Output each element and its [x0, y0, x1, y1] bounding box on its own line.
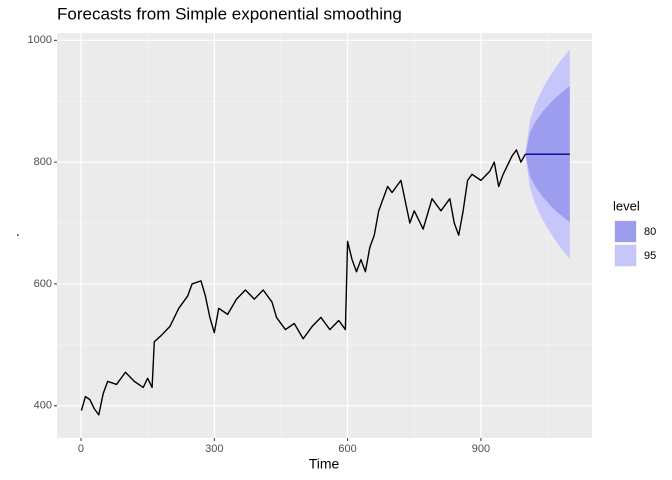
- panel: [57, 33, 592, 438]
- x-tick-label: 0: [78, 443, 84, 455]
- legend-label: 95: [644, 250, 656, 262]
- marks: [80, 49, 570, 416]
- series-line: [80, 149, 526, 416]
- legend-swatch: [615, 221, 636, 242]
- y-tick-label: 800: [34, 156, 52, 168]
- legend-label: 80: [644, 226, 656, 238]
- x-tick-label: 900: [472, 443, 490, 455]
- y-tick-label: 600: [34, 278, 52, 290]
- x-tick-label: 600: [338, 443, 356, 455]
- legend-swatch: [615, 245, 636, 266]
- y-tick-label: 400: [34, 400, 52, 412]
- legend-title: level: [613, 198, 640, 213]
- y-axis-label: .: [6, 233, 22, 237]
- x-tick-label: 300: [205, 443, 223, 455]
- legend: 80 95: [614, 220, 656, 267]
- y-tick-label: 1000: [28, 34, 52, 46]
- grid: [57, 33, 592, 438]
- chart-title: Forecasts from Simple exponential smooth…: [57, 4, 402, 23]
- x-axis-label: Time: [309, 456, 340, 472]
